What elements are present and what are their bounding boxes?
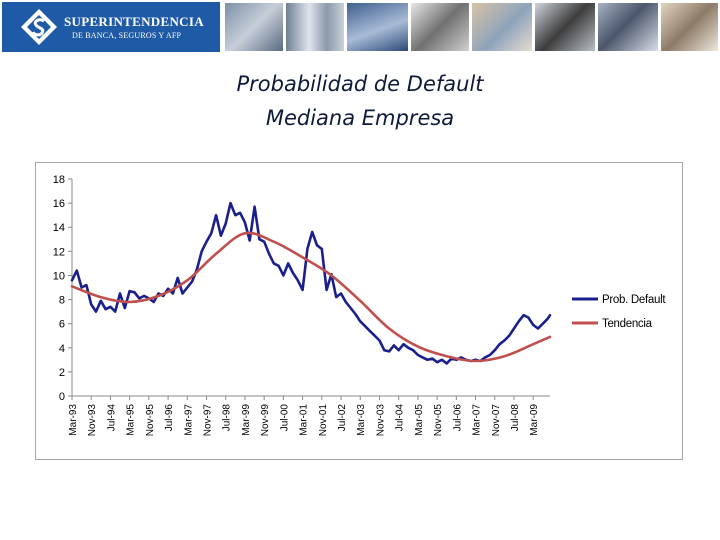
- x-tick-label: Nov-93: [87, 404, 98, 437]
- banner-photo-keyboard: [347, 3, 408, 51]
- banner-photo-writing: [661, 3, 718, 51]
- y-tick-label: 10: [53, 270, 65, 282]
- x-tick-label: Jul-02: [337, 404, 348, 432]
- banner-photo-atm: [411, 3, 469, 51]
- y-tick-label: 0: [59, 391, 65, 403]
- x-tick-label: Jul-06: [452, 404, 463, 432]
- y-tick-label: 18: [53, 174, 65, 186]
- y-tick-label: 2: [59, 367, 65, 379]
- diamond-logo-icon: [21, 9, 57, 45]
- slide-title-line-2: Mediana Empresa: [265, 106, 455, 130]
- legend-label-prob-default: Prob. Default: [602, 294, 666, 306]
- x-tick-label: Nov-01: [318, 404, 329, 437]
- x-tick-label: Nov-95: [145, 404, 156, 437]
- x-tick-label: Mar-97: [183, 404, 194, 436]
- banner-photo-cards: [225, 3, 283, 51]
- x-tick-label: Nov-03: [375, 404, 386, 437]
- banner-photo-hands: [472, 3, 532, 51]
- sbs-logo: SUPERINTENDENCIA DE BANCA, SEGUROS Y AFP: [2, 2, 220, 52]
- x-tick-label: Nov-05: [433, 404, 444, 437]
- x-tick-label: Jul-98: [222, 404, 233, 432]
- x-tick-label: Mar-01: [299, 404, 310, 436]
- banner-photo-building: [286, 3, 344, 51]
- y-tick-label: 6: [59, 319, 65, 331]
- chart-frame: 0 2 4 6 8 10 12 14 16 18 Mar-93 Nov-93 Jul-94 Mar-95 N…: [35, 162, 683, 460]
- series-line-tendencia: [70, 231, 552, 363]
- legend-label-tendencia: Tendencia: [602, 318, 653, 330]
- x-tick-label: Jul-94: [106, 404, 117, 432]
- x-tick-label: Jul-08: [510, 404, 521, 432]
- x-tick-label: Mar-95: [126, 404, 137, 436]
- x-tick-label: Mar-09: [529, 404, 540, 436]
- y-tick-label: 12: [53, 246, 65, 258]
- y-tick-label: 16: [53, 198, 65, 210]
- logo-name: SUPERINTENDENCIA: [64, 14, 204, 29]
- y-tick-label: 14: [53, 222, 65, 234]
- x-tick-label: Nov-97: [203, 404, 214, 437]
- x-tick-label: Mar-99: [241, 404, 252, 436]
- banner-photo-device: [535, 3, 595, 51]
- x-tick-label: Mar-07: [472, 404, 483, 436]
- y-tick-label: 8: [59, 295, 65, 307]
- x-tick-label: Mar-03: [356, 404, 367, 436]
- x-tick-label: Jul-04: [395, 404, 406, 432]
- x-tick-label: Nov-99: [260, 404, 271, 437]
- logo-subtitle: DE BANCA, SEGUROS Y AFP: [72, 31, 182, 40]
- banner-photo-people: [598, 3, 658, 51]
- x-tick-label: Jul-96: [164, 404, 175, 432]
- x-tick-label: Mar-93: [68, 404, 79, 436]
- x-tick-label: Jul-00: [279, 404, 290, 432]
- series-line-prob-default: [70, 201, 552, 365]
- x-tick-label: Mar-05: [414, 404, 425, 436]
- default-probability-chart: 0 2 4 6 8 10 12 14 16 18 Mar-93 Nov-93 Jul-94 Mar-95 N…: [53, 174, 667, 437]
- header-banner: SUPERINTENDENCIA DE BANCA, SEGUROS Y AFP: [0, 0, 720, 54]
- slide-title-line-1: Probabilidad de Default: [236, 72, 484, 96]
- y-tick-label: 4: [59, 343, 65, 355]
- x-tick-label: Nov-07: [491, 404, 502, 437]
